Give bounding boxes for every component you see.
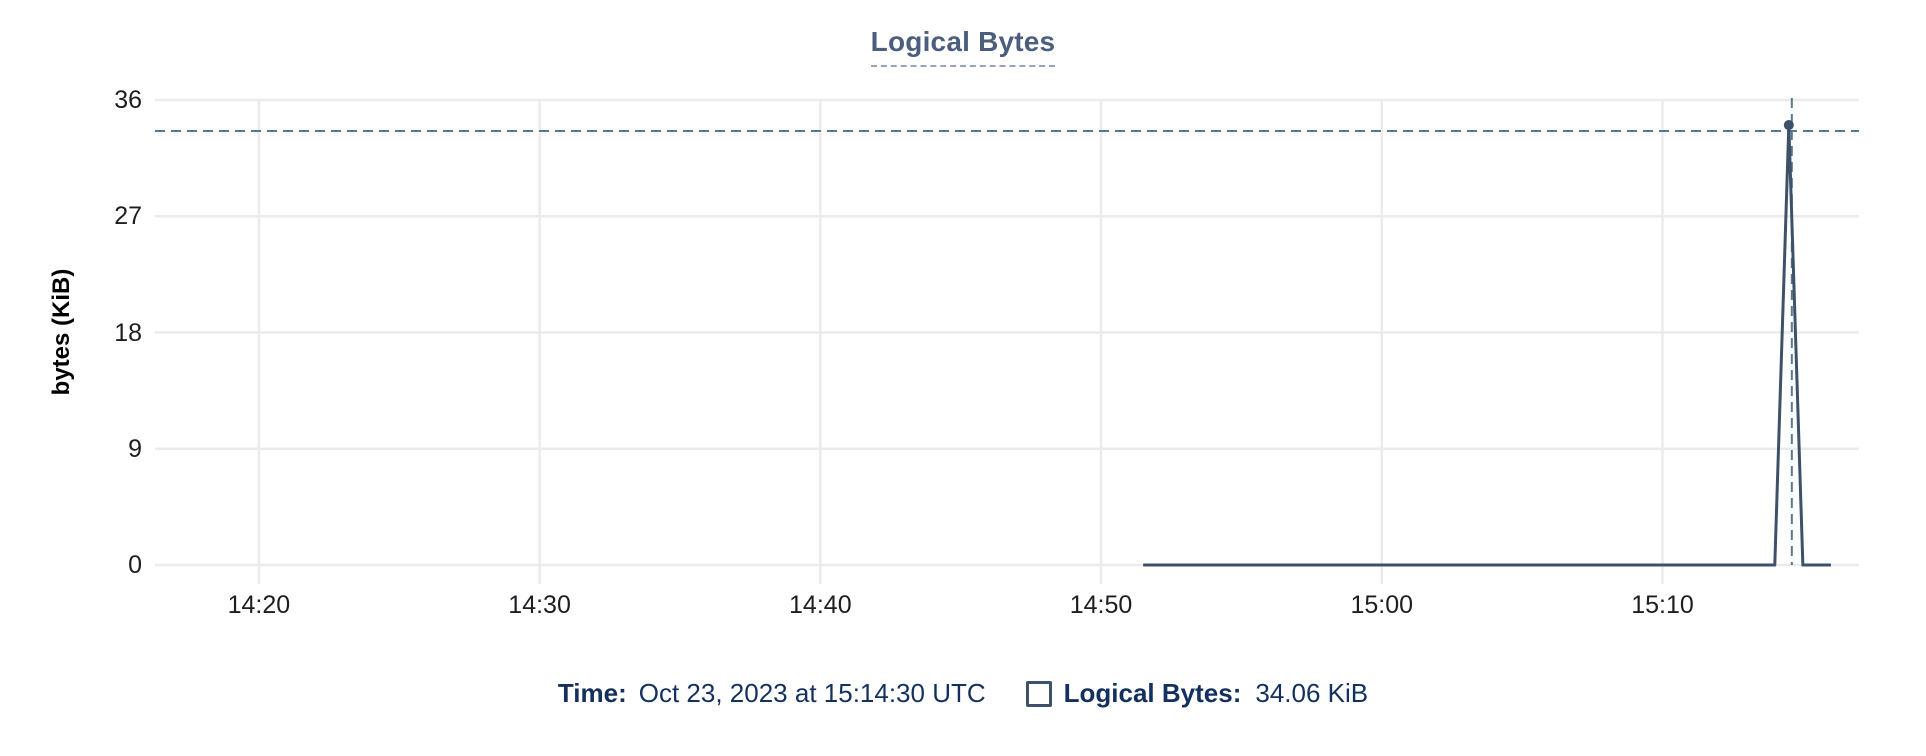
y-axis-tick-label: 36 <box>114 86 142 114</box>
tooltip-series-label: Logical Bytes: <box>1063 678 1242 708</box>
tooltip-bar: Time: Oct 23, 2023 at 15:14:30 UTC Logic… <box>0 678 1926 709</box>
y-axis-tick-label: 27 <box>114 202 142 231</box>
x-axis-tick-label: 14:50 <box>1069 591 1133 619</box>
selected-point-dot <box>1783 120 1794 131</box>
tooltip-series-value: 34.06 KiB <box>1255 678 1369 708</box>
x-axis-tick-label: 14:40 <box>789 591 852 619</box>
y-axis-tick-label: 0 <box>128 551 142 579</box>
series-line <box>1143 123 1831 567</box>
x-axis-tick-label: 14:20 <box>227 591 291 619</box>
y-axis-tick-label: 18 <box>114 318 142 347</box>
legend-square-icon <box>1025 680 1052 707</box>
tooltip-time-value: Oct 23, 2023 at 15:14:30 UTC <box>638 678 986 708</box>
tooltip-time-label: Time: <box>557 678 627 708</box>
plot-area[interactable] <box>0 0 1926 640</box>
chart-title[interactable]: Logical Bytes <box>870 26 1056 67</box>
x-axis-tick-label: 14:30 <box>508 591 571 619</box>
chart-header: Logical Bytes <box>0 26 1926 67</box>
x-axis-tick-label: 15:10 <box>1631 591 1694 619</box>
x-axis-tick-label: 15:00 <box>1350 591 1414 619</box>
y-axis-tick-label: 9 <box>128 434 142 463</box>
